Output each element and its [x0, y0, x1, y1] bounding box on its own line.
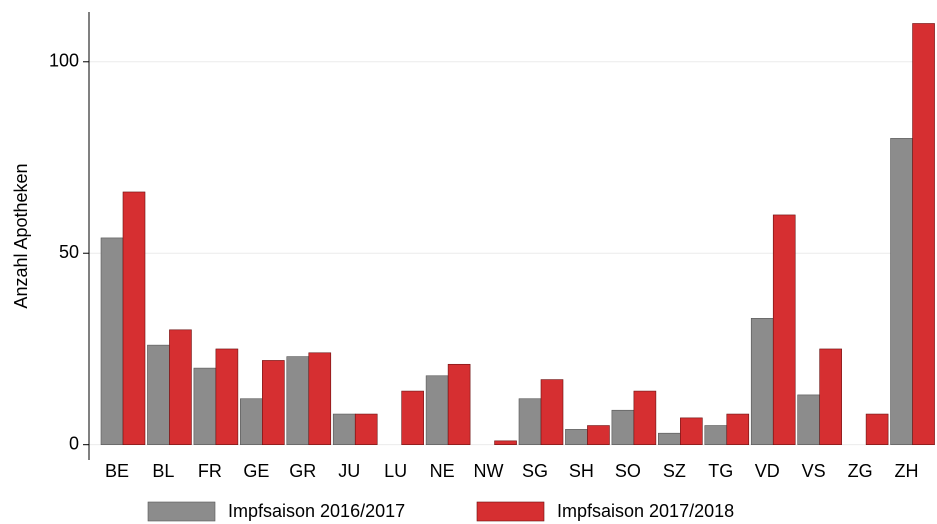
x-tick-label: LU: [384, 461, 407, 481]
bar: [587, 425, 610, 445]
bar: [494, 440, 517, 445]
x-tick-label: GR: [289, 461, 316, 481]
bar: [215, 348, 239, 445]
bar: [147, 344, 170, 445]
bar: [912, 23, 935, 445]
bar: [447, 363, 471, 445]
bar: [401, 390, 424, 445]
y-tick-label: 0: [69, 433, 79, 453]
x-tick-label: VD: [755, 461, 780, 481]
x-tick-label: BE: [105, 461, 129, 481]
x-tick-label: ZG: [848, 461, 873, 481]
x-tick-label: JU: [338, 461, 360, 481]
bar: [540, 379, 564, 445]
bar: [100, 237, 124, 445]
bar: [704, 425, 728, 445]
bar: [262, 360, 285, 445]
y-tick-label: 100: [49, 51, 79, 71]
x-tick-label: ZH: [895, 461, 919, 481]
bar: [750, 318, 774, 445]
bar: [633, 390, 657, 445]
x-tick-label: SZ: [663, 461, 686, 481]
x-tick-label: BL: [152, 461, 174, 481]
bar: [658, 432, 681, 445]
x-tick-label: FR: [198, 461, 222, 481]
legend-label: Impfsaison 2017/2018: [557, 501, 734, 521]
x-tick-label: NW: [474, 461, 504, 481]
bar: [286, 356, 310, 445]
bar: [332, 413, 356, 445]
bar: [890, 138, 913, 445]
bar: [611, 409, 635, 445]
legend-label: Impfsaison 2016/2017: [228, 501, 405, 521]
bar: [169, 329, 192, 445]
x-tick-label: TG: [708, 461, 733, 481]
bar: [680, 417, 703, 445]
bar: [122, 191, 146, 445]
bar: [819, 348, 842, 445]
bar: [193, 367, 217, 445]
bar: [865, 413, 889, 445]
x-tick-label: NE: [430, 461, 455, 481]
x-tick-label: SG: [522, 461, 548, 481]
bar: [518, 398, 542, 445]
bar: [425, 375, 449, 445]
legend-swatch: [147, 501, 216, 522]
bar: [797, 394, 820, 445]
bar: [565, 429, 588, 445]
x-tick-label: SH: [569, 461, 594, 481]
bar: [726, 413, 750, 445]
x-tick-label: GE: [243, 461, 269, 481]
bar: [240, 398, 263, 445]
bar: [772, 214, 796, 445]
x-tick-label: SO: [615, 461, 641, 481]
bar: [354, 413, 378, 445]
bar: [308, 352, 332, 445]
y-tick-label: 50: [59, 242, 79, 262]
x-tick-label: VS: [802, 461, 826, 481]
legend-swatch: [476, 501, 545, 522]
y-axis-label: Anzahl Apotheken: [11, 163, 31, 308]
